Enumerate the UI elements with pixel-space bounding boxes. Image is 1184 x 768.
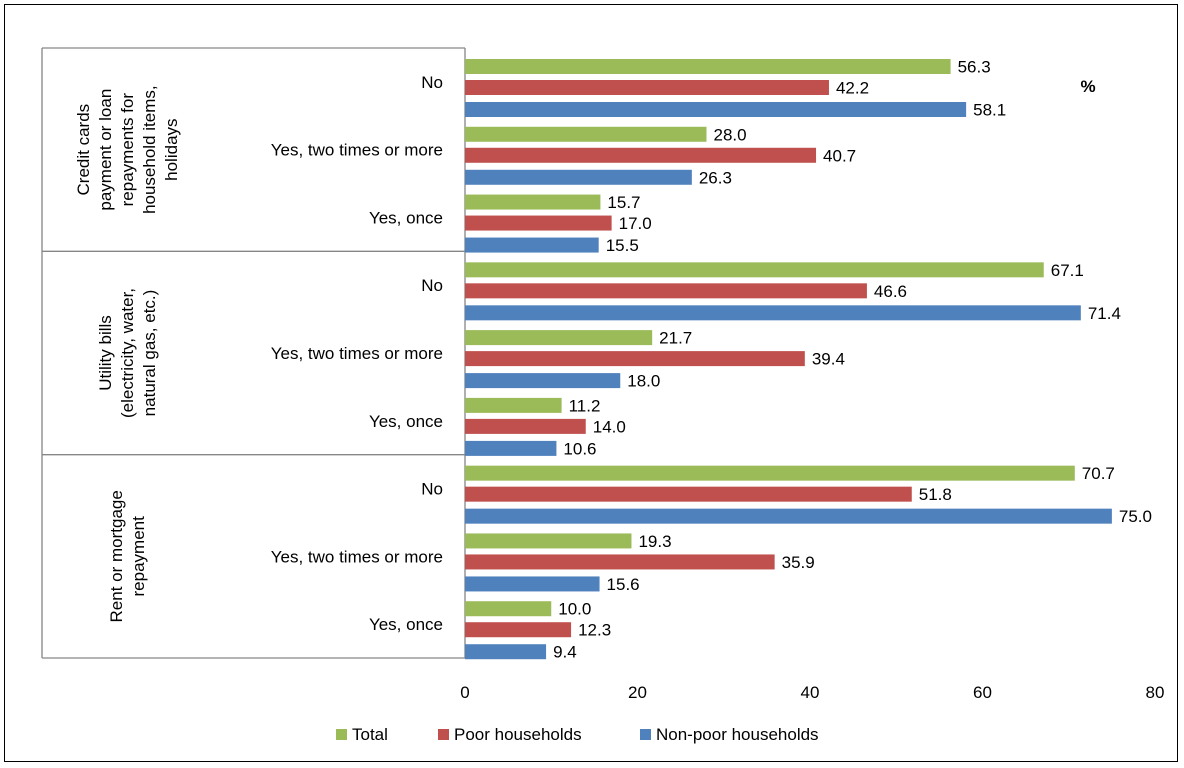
- data-label: 75.0: [1119, 507, 1152, 526]
- legend-label: Poor households: [454, 725, 582, 744]
- data-label: 14.0: [593, 417, 626, 436]
- group-label-line: Credit cards: [74, 104, 93, 196]
- bar: [465, 305, 1081, 321]
- data-label: 40.7: [823, 146, 856, 165]
- bar: [465, 330, 653, 346]
- category-label: Yes, once: [369, 615, 443, 634]
- chart-frame: [4, 4, 1178, 762]
- bar: [465, 351, 805, 367]
- legend-swatch: [640, 729, 651, 740]
- group-label-line: repayments for: [118, 93, 137, 207]
- bar: [465, 237, 599, 253]
- data-label: 71.4: [1088, 304, 1121, 323]
- data-label: 12.3: [578, 621, 611, 640]
- category-label: Yes, once: [369, 412, 443, 431]
- group-label-line: natural gas, etc.): [140, 290, 159, 417]
- bar: [465, 486, 912, 502]
- bar: [465, 622, 572, 638]
- data-label: 46.6: [874, 282, 907, 301]
- bar: [465, 373, 621, 389]
- bar: [465, 102, 967, 117]
- data-label: 10.0: [558, 600, 591, 619]
- data-label: 15.6: [607, 575, 640, 594]
- group-label: Utility bills (electricity, water, natural…: [96, 288, 159, 418]
- data-label: 39.4: [812, 350, 845, 369]
- group-label-line: payment or loan: [96, 89, 115, 211]
- category-label: Yes, two times or more: [271, 547, 443, 566]
- data-label: 28.0: [714, 125, 747, 144]
- unit-label: %: [1080, 77, 1095, 96]
- group-label: Credit cards payment or loan repayments fo…: [74, 85, 181, 214]
- data-label: 56.3: [958, 58, 991, 77]
- bar: [465, 397, 562, 413]
- data-label: 18.0: [627, 372, 660, 391]
- group-label-line: holidays: [162, 118, 181, 180]
- bar: [465, 283, 867, 299]
- data-label: 26.3: [699, 168, 732, 187]
- x-tick-label: 40: [801, 683, 820, 702]
- legend-label: Non-poor households: [656, 725, 819, 744]
- bar: [465, 440, 557, 456]
- bar: [465, 554, 775, 570]
- data-label: 10.6: [563, 439, 596, 458]
- bar: [465, 533, 632, 549]
- data-label: 51.8: [919, 485, 952, 504]
- x-tick-label: 60: [973, 683, 992, 702]
- category-label: Yes, once: [369, 208, 443, 227]
- bar: [465, 147, 817, 163]
- bar: [465, 194, 601, 210]
- legend-swatch: [336, 729, 347, 740]
- group-label-line: Rent or mortgage: [107, 490, 126, 622]
- group-label-line: repayment: [129, 516, 148, 597]
- bar: [465, 418, 586, 434]
- data-label: 67.1: [1051, 261, 1084, 280]
- data-label: 42.2: [836, 79, 869, 98]
- bar: [465, 80, 829, 95]
- x-tick-label: 20: [628, 683, 647, 702]
- data-label: 11.2: [569, 396, 601, 415]
- data-label: 21.7: [659, 329, 692, 348]
- data-label: 15.5: [606, 236, 639, 255]
- data-label: 70.7: [1082, 464, 1115, 483]
- bar: [465, 576, 600, 592]
- data-label: 17.0: [619, 214, 652, 233]
- bar: [465, 508, 1112, 524]
- category-label: Yes, two times or more: [271, 141, 443, 160]
- data-label: 58.1: [973, 101, 1006, 120]
- bar: [465, 215, 612, 231]
- bar: [465, 262, 1044, 278]
- group-label: Rent or mortgage repayment: [107, 490, 148, 622]
- bar: [465, 169, 692, 185]
- x-tick-label: 80: [1146, 683, 1165, 702]
- group-label-line: (electricity, water,: [118, 288, 137, 418]
- group-label-line: household items,: [140, 85, 159, 214]
- legend-label: Total: [352, 725, 388, 744]
- bar: [465, 59, 951, 74]
- bar: [465, 601, 552, 617]
- legend-swatch: [438, 729, 449, 740]
- bar: [465, 644, 547, 660]
- data-label: 15.7: [607, 193, 640, 212]
- data-label: 9.4: [553, 643, 577, 662]
- data-label: 35.9: [782, 553, 815, 572]
- category-label: No: [421, 276, 443, 295]
- data-label: 19.3: [638, 532, 671, 551]
- category-label: No: [421, 480, 443, 499]
- category-label: Yes, two times or more: [271, 344, 443, 363]
- category-label: No: [421, 73, 443, 92]
- bar: [465, 126, 707, 142]
- group-label-line: Utility bills: [96, 315, 115, 391]
- bar: [465, 465, 1075, 481]
- x-tick-label: 0: [460, 683, 469, 702]
